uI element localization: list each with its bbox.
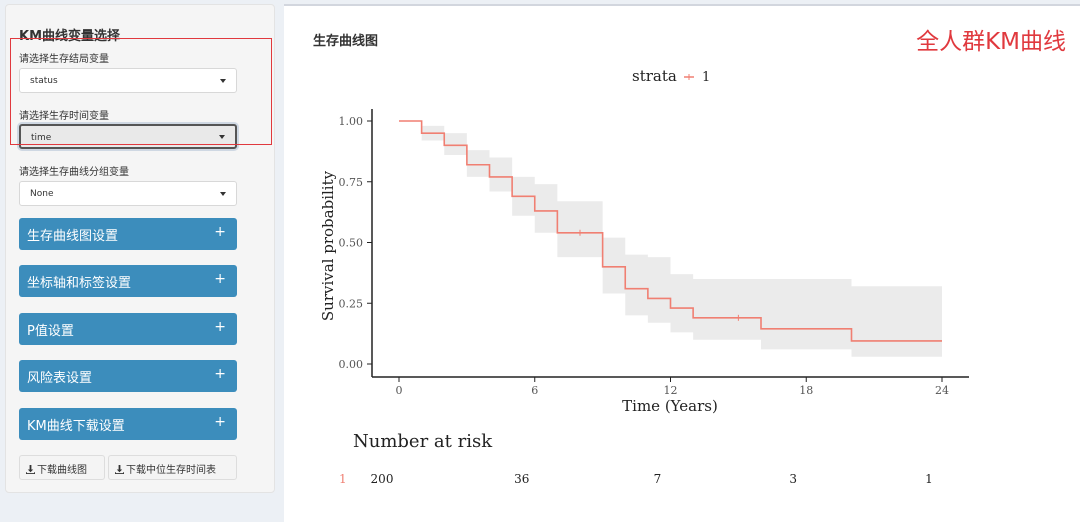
risk-count: 1: [925, 472, 933, 486]
km-download-settings-panel[interactable]: KM曲线下载设置 +: [19, 408, 237, 440]
x-tick-label: 18: [799, 384, 813, 397]
main-panel: 生存曲线图 全人群KM曲线 strata 1 Time (Years) Surv…: [284, 4, 1080, 522]
axis-label-settings-panel[interactable]: 坐标轴和标签设置 +: [19, 265, 237, 297]
y-tick-label: 0.50: [339, 237, 364, 250]
sidebar-title: KM曲线变量选择: [19, 29, 121, 44]
download-median-table-label: 下载中位生存时间表: [126, 465, 216, 476]
curve-settings-panel[interactable]: 生存曲线图设置 +: [19, 218, 237, 250]
group-variable-value: None: [30, 189, 54, 199]
panel-label: 坐标轴和标签设置: [27, 276, 132, 291]
risk-count: 3: [789, 472, 797, 486]
x-tick-label: 24: [935, 384, 949, 397]
x-tick-label: 12: [664, 384, 678, 397]
panel-label: 生存曲线图设置: [27, 229, 119, 244]
y-tick-label: 1.00: [339, 115, 364, 128]
risk-count: 7: [654, 472, 662, 486]
time-variable-value: time: [31, 133, 52, 143]
confidence-band: [399, 121, 942, 357]
group-variable-label: 请选择生存曲线分组变量: [19, 167, 129, 178]
caret-down-icon: [220, 192, 226, 196]
km-chart: strata 1 Time (Years) Survival probabili…: [319, 67, 969, 486]
legend-title: strata: [632, 67, 677, 85]
main-title: 生存曲线图: [313, 34, 379, 49]
panel-label: 风险表设置: [27, 371, 93, 386]
y-tick-label: 0.25: [339, 297, 364, 310]
risk-table-settings-panel[interactable]: 风险表设置 +: [19, 360, 237, 392]
caret-down-icon: [220, 79, 226, 83]
x-tick-label: 0: [396, 384, 403, 397]
outcome-variable-label: 请选择生存结局变量: [19, 54, 109, 65]
panel-label: P值设置: [27, 324, 74, 339]
x-axis-label: Time (Years): [622, 397, 718, 415]
download-icon: [26, 465, 35, 474]
panel-label: KM曲线下载设置: [27, 419, 125, 434]
plus-icon: +: [214, 224, 226, 240]
caret-down-icon: [219, 135, 225, 139]
risk-strata-label: 1: [339, 472, 347, 486]
y-tick-label: 0.00: [339, 358, 364, 371]
legend-entry: 1: [702, 70, 710, 85]
group-variable-select[interactable]: None: [19, 181, 237, 206]
highlight-box: [10, 38, 272, 145]
plus-icon: +: [214, 414, 226, 430]
risk-count: 200: [371, 472, 394, 486]
outcome-variable-value: status: [30, 76, 58, 86]
x-tick-label: 6: [531, 384, 538, 397]
download-median-table-button[interactable]: 下载中位生存时间表: [108, 455, 237, 480]
overlay-label: 全人群KM曲线: [916, 29, 1066, 55]
download-plot-button[interactable]: 下载曲线图: [19, 455, 105, 480]
download-icon: [115, 465, 124, 474]
time-variable-label: 请选择生存时间变量: [19, 111, 109, 122]
plus-icon: +: [214, 319, 226, 335]
y-tick-label: 0.75: [339, 176, 364, 189]
y-axis-label: Survival probability: [319, 170, 337, 321]
outcome-variable-select[interactable]: status: [19, 68, 237, 93]
plus-icon: +: [214, 366, 226, 382]
plus-icon: +: [214, 271, 226, 287]
risk-table-title: Number at risk: [353, 431, 493, 452]
download-plot-label: 下载曲线图: [37, 465, 87, 476]
p-value-settings-panel[interactable]: P值设置 +: [19, 313, 237, 345]
risk-count: 36: [514, 472, 529, 486]
